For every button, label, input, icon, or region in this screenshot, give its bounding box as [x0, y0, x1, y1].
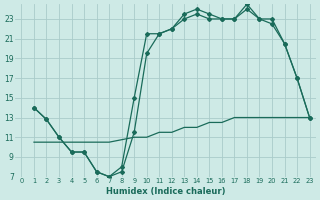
X-axis label: Humidex (Indice chaleur): Humidex (Indice chaleur) [106, 187, 225, 196]
